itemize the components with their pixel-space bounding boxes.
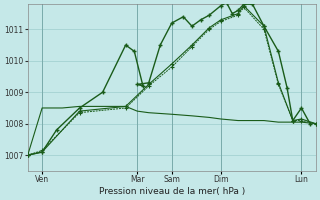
X-axis label: Pression niveau de la mer( hPa ): Pression niveau de la mer( hPa ) xyxy=(99,187,245,196)
